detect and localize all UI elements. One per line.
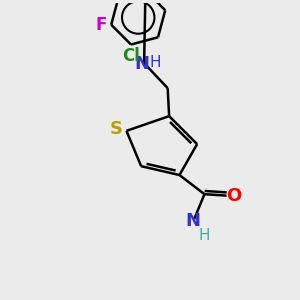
Text: F: F	[95, 16, 106, 34]
Text: S: S	[110, 120, 123, 138]
Text: N: N	[134, 55, 149, 73]
Text: H: H	[199, 228, 210, 243]
Text: H: H	[149, 55, 161, 70]
Text: O: O	[226, 187, 242, 205]
Text: N: N	[185, 212, 200, 230]
Text: Cl: Cl	[122, 47, 140, 65]
